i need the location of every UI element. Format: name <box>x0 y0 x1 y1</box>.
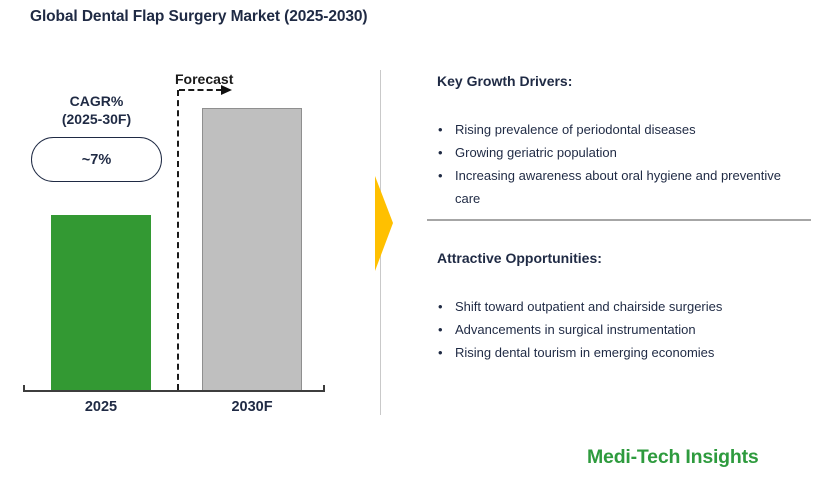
list-item: • Advancements in surgical instrumentati… <box>438 318 796 341</box>
list-item: • Shift toward outpatient and chairside … <box>438 295 796 318</box>
bar-2030f <box>202 108 302 391</box>
list-item: • Rising dental tourism in emerging econ… <box>438 341 796 364</box>
bar-2025 <box>51 215 151 391</box>
list-item: • Growing geriatric population <box>438 141 796 164</box>
cagr-label-line2: (2025-30F) <box>61 111 132 127</box>
x-tick-2030f: 2030F <box>231 399 273 415</box>
list-item-text: Rising dental tourism in emerging econom… <box>455 345 715 360</box>
list-item-text: Shift toward outpatient and chairside su… <box>455 299 723 314</box>
page-title: Global Dental Flap Surgery Market (2025-… <box>30 8 368 25</box>
opportunities-heading: Attractive Opportunities: <box>437 250 602 266</box>
bullet-icon: • <box>438 145 443 160</box>
growth-drivers-heading: Key Growth Drivers: <box>437 73 573 89</box>
list-item-text: Growing geriatric population <box>455 145 617 160</box>
flow-arrow-icon <box>375 176 393 271</box>
forecast-label: Forecast <box>175 71 234 87</box>
list-item-text: Advancements in surgical instrumentation <box>455 322 696 337</box>
cagr-label: CAGR% (2025-30F) <box>31 92 162 128</box>
section-divider <box>427 219 811 221</box>
bullet-icon: • <box>438 168 443 183</box>
x-axis <box>23 385 325 392</box>
cagr-value-pill: ~7% <box>31 137 162 182</box>
list-item-text: Increasing awareness about oral hygiene … <box>455 168 781 206</box>
growth-drivers-list: • Rising prevalence of periodontal disea… <box>438 118 796 210</box>
bullet-icon: • <box>438 122 443 137</box>
cagr-label-line1: CAGR% <box>69 93 124 109</box>
medi-tech-insights-logo: Medi-Tech Insights <box>587 446 759 468</box>
bullet-icon: • <box>438 345 443 360</box>
forecast-dashed-line <box>179 89 222 91</box>
list-item: • Rising prevalence of periodontal disea… <box>438 118 796 141</box>
x-tick-2025: 2025 <box>84 399 118 415</box>
forecast-arrowhead-icon <box>221 85 232 95</box>
bullet-icon: • <box>438 322 443 337</box>
opportunities-list: • Shift toward outpatient and chairside … <box>438 295 796 364</box>
list-item-text: Rising prevalence of periodontal disease… <box>455 122 696 137</box>
forecast-boundary-dashed-line <box>177 90 179 390</box>
bullet-icon: • <box>438 299 443 314</box>
list-item: • Increasing awareness about oral hygien… <box>438 164 796 210</box>
cagr-value: ~7% <box>81 151 112 168</box>
